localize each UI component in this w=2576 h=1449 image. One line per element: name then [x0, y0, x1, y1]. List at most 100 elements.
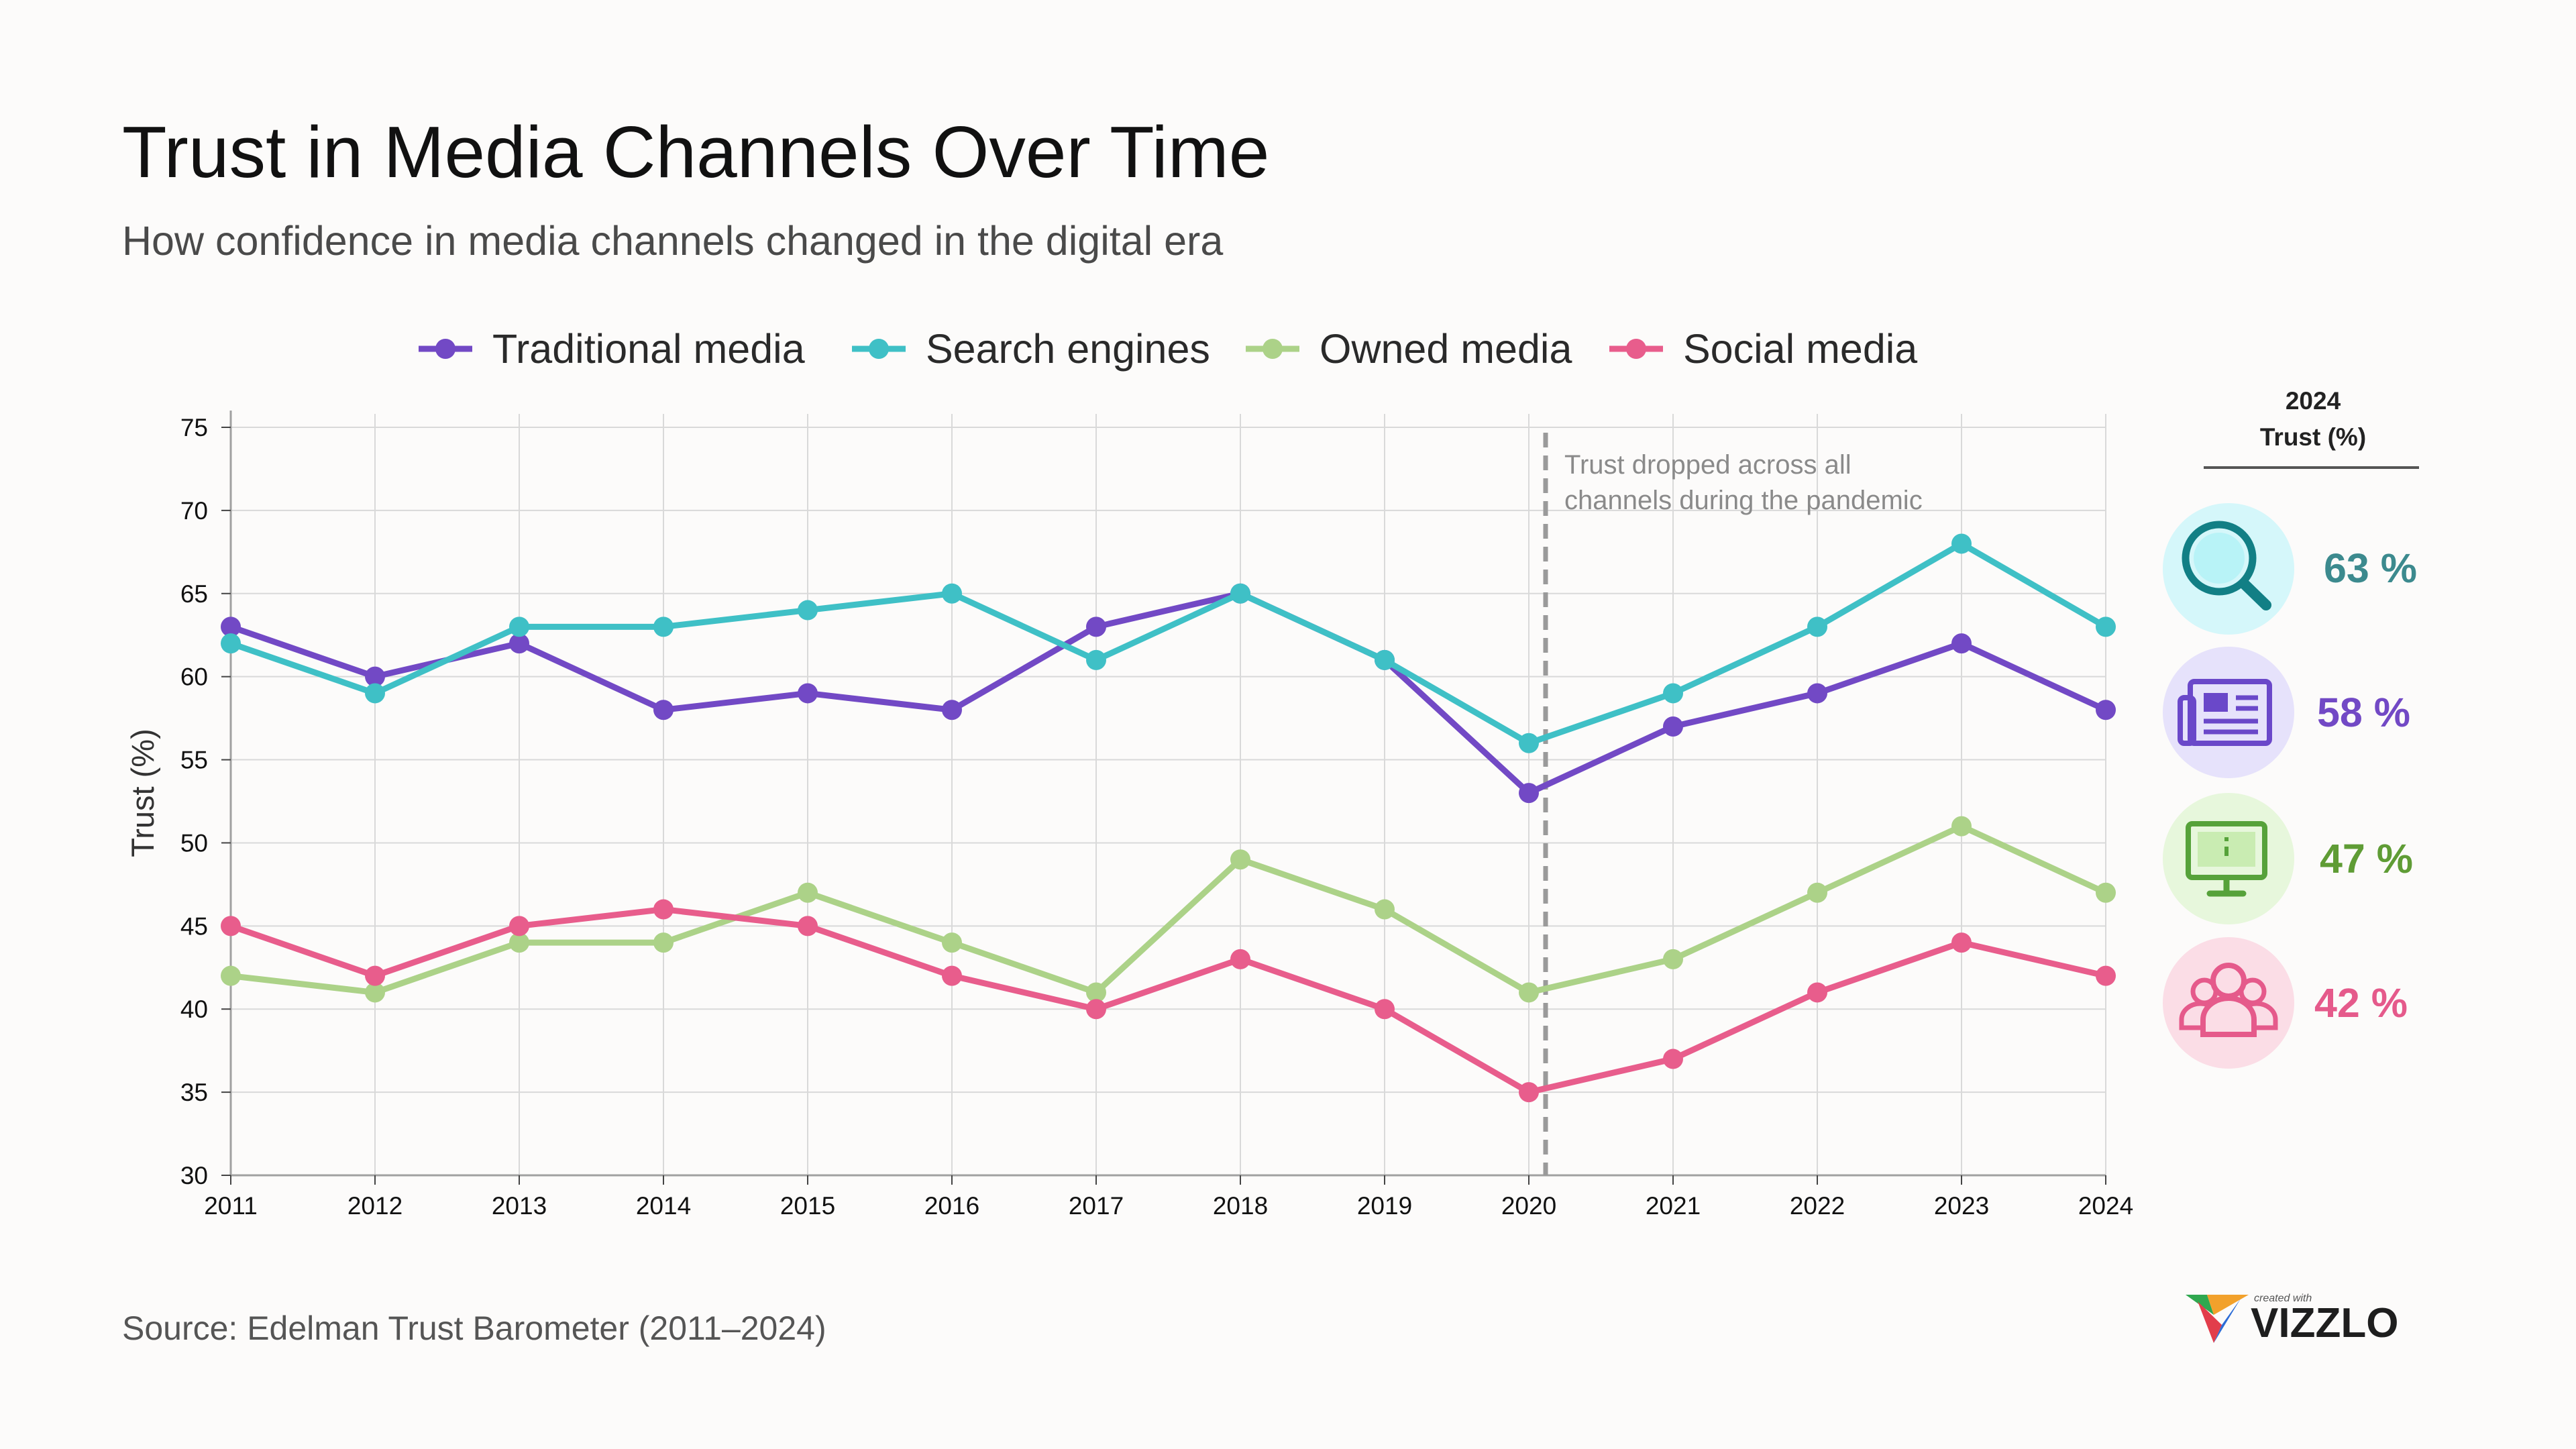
- panel-item-search: 63 %: [2163, 503, 2417, 635]
- data-point-search: [798, 600, 818, 621]
- panel-item-social: 42 %: [2163, 937, 2408, 1069]
- chart-title: Trust in Media Channels Over Time: [122, 111, 1269, 193]
- vizzlo-mark-icon: [2186, 1295, 2249, 1343]
- data-point-social: [1807, 982, 1827, 1003]
- data-point-owned: [1951, 816, 1972, 837]
- series-search: [221, 533, 2116, 753]
- y-tick-label: 50: [180, 829, 208, 857]
- panel-value-owned: 47 %: [2320, 836, 2413, 881]
- data-point-traditional: [365, 666, 385, 687]
- y-tick-label: 75: [180, 414, 208, 441]
- data-point-search: [1519, 733, 1539, 753]
- data-point-owned: [798, 882, 818, 903]
- x-tick-label: 2022: [1790, 1192, 1845, 1220]
- logo-tagline: created with: [2254, 1293, 2312, 1304]
- panel-header-label: Trust (%): [2260, 423, 2366, 451]
- data-point-traditional: [1951, 633, 1972, 654]
- data-point-search: [509, 616, 529, 637]
- data-point-traditional: [2096, 700, 2116, 720]
- x-tick-label: 2012: [347, 1192, 402, 1220]
- series-social: [221, 899, 2116, 1103]
- data-point-traditional: [653, 700, 674, 720]
- legend: Traditional media Search engines Owned med…: [419, 326, 1917, 372]
- legend-label: Social media: [1683, 326, 1917, 372]
- panel-header-year: 2024: [2286, 387, 2341, 415]
- pandemic-annotation: Trust dropped across all channels during…: [1543, 433, 1923, 1175]
- data-point-social: [1663, 1049, 1683, 1069]
- legend-item-social: Social media: [1609, 326, 1917, 372]
- data-point-owned: [942, 932, 962, 953]
- data-point-social: [1519, 1082, 1539, 1103]
- x-tick-label: 2015: [780, 1192, 835, 1220]
- chart-subtitle: How confidence in media channels changed…: [122, 218, 1223, 264]
- data-point-search: [2096, 616, 2116, 637]
- legend-label: Owned media: [1320, 326, 1572, 372]
- data-point-traditional: [1807, 683, 1827, 704]
- panel-value-social: 42 %: [2314, 980, 2408, 1026]
- panel-value-traditional: 58 %: [2317, 690, 2410, 735]
- logo-wordmark: VIZZLO: [2251, 1300, 2398, 1346]
- x-tick-label: 2019: [1357, 1192, 1412, 1220]
- y-tick-label: 70: [180, 497, 208, 525]
- y-axis-ticks: 30 35 40 45 50 55 60 65 70 75: [180, 414, 231, 1189]
- legend-label: Search engines: [926, 326, 1210, 372]
- data-point-owned: [509, 932, 529, 953]
- x-tick-label: 2023: [1934, 1192, 1989, 1220]
- series-owned: [221, 816, 2116, 1003]
- panel-item-traditional: 58 %: [2163, 647, 2410, 778]
- data-point-traditional: [1519, 783, 1539, 804]
- newspaper-icon: [2178, 679, 2272, 746]
- x-tick-label: 2018: [1213, 1192, 1268, 1220]
- legend-swatch-dot: [869, 339, 889, 359]
- data-point-owned: [1663, 949, 1683, 969]
- data-point-social: [942, 965, 962, 986]
- x-tick-label: 2020: [1501, 1192, 1556, 1220]
- series-line-social: [227, 906, 2109, 1095]
- legend-swatch-dot: [435, 339, 455, 359]
- data-point-owned: [2096, 882, 2116, 903]
- data-point-owned: [653, 932, 674, 953]
- x-tick-label: 2021: [1646, 1192, 1701, 1220]
- data-point-owned: [1375, 899, 1395, 920]
- y-tick-label: 45: [180, 912, 208, 940]
- data-point-owned: [221, 965, 241, 986]
- legend-label: Traditional media: [492, 326, 805, 372]
- data-point-social: [1375, 999, 1395, 1020]
- y-tick-label: 65: [180, 580, 208, 608]
- data-point-owned: [1086, 982, 1106, 1003]
- data-point-traditional: [1663, 716, 1683, 737]
- data-point-search: [1230, 583, 1250, 604]
- x-tick-label: 2024: [2078, 1192, 2133, 1220]
- data-point-social: [221, 916, 241, 936]
- panel-value-search: 63 %: [2324, 545, 2417, 591]
- data-point-social: [509, 916, 529, 936]
- data-point-search: [1807, 616, 1827, 637]
- data-point-owned: [1230, 849, 1250, 870]
- data-point-traditional: [942, 700, 962, 720]
- data-point-social: [1230, 949, 1250, 969]
- y-tick-label: 30: [180, 1162, 208, 1189]
- data-point-owned: [1807, 882, 1827, 903]
- legend-swatch-dot: [1263, 339, 1283, 359]
- data-point-social: [798, 916, 818, 936]
- y-tick-label: 35: [180, 1079, 208, 1106]
- data-point-search: [1086, 649, 1106, 670]
- annotation-text-line-2: channels during the pandemic: [1564, 486, 1923, 515]
- legend-item-owned: Owned media: [1246, 326, 1572, 372]
- data-point-owned: [365, 982, 385, 1003]
- legend-item-traditional: Traditional media: [419, 326, 805, 372]
- grid-lines: [231, 414, 2106, 1175]
- data-point-social: [365, 965, 385, 986]
- people-icon: [2179, 963, 2278, 1037]
- annotation-text-line-1: Trust dropped across all: [1564, 450, 1851, 480]
- data-point-search: [1951, 533, 1972, 554]
- data-point-social: [1086, 999, 1106, 1020]
- data-point-search: [1663, 683, 1683, 704]
- y-tick-label: 55: [180, 747, 208, 774]
- data-point-search: [365, 683, 385, 704]
- x-tick-label: 2016: [924, 1192, 979, 1220]
- series-line-owned: [227, 823, 2109, 996]
- y-tick-label: 40: [180, 996, 208, 1023]
